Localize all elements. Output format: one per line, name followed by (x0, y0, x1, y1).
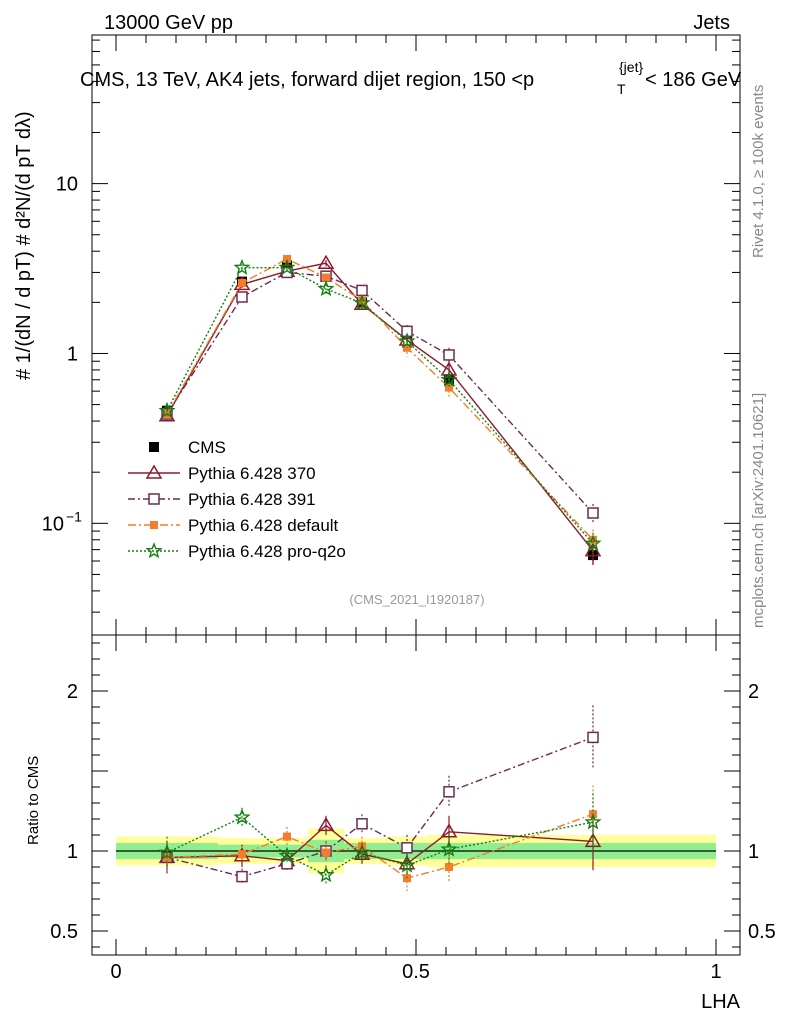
y-tick-label: 1 (67, 343, 78, 365)
y-tick-label: 10 (42, 513, 64, 535)
data-point (353, 294, 371, 311)
ratio-y-tick-label: 0.5 (50, 921, 78, 943)
title-main: CMS, 13 TeV, AK4 jets, forward dijet reg… (80, 69, 534, 91)
series-pythia-6-428-391 (161, 266, 599, 524)
data-point (443, 349, 455, 361)
data-point (440, 370, 458, 387)
x-tick-label: 0.5 (402, 961, 430, 983)
legend-label: Pythia 6.428 pro-q2o (188, 542, 346, 561)
main-y-axis-label: # 1/(dN / d pT) # d²N/(d pT dλ) (13, 111, 35, 380)
x-axis-label: LHA (701, 991, 741, 1013)
legend-item: Pythia 6.428 default (128, 516, 339, 535)
series-line (166, 258, 594, 541)
data-point (353, 843, 371, 860)
ratio-axis-ticks: 0.5 0.5 1 1 2 2 0 0.5 1 (50, 635, 776, 983)
legend-marker (149, 442, 159, 452)
title-sub: T (617, 81, 626, 97)
data-point (322, 273, 330, 282)
ratio-y-tick-label: 1 (67, 841, 78, 863)
data-point (233, 258, 251, 275)
legend-label: CMS (188, 438, 226, 457)
y-tick-label: 10 (56, 174, 78, 196)
ratio-y-axis-label: Ratio to CMS (25, 756, 42, 845)
data-point (278, 846, 296, 864)
y-tick-exponent: −1 (66, 508, 82, 524)
legend-item: Pythia 6.428 370 (128, 464, 316, 483)
data-point (317, 254, 335, 269)
header-left: 13000 GeV pp (104, 12, 233, 34)
data-point (445, 383, 453, 392)
data-point (238, 850, 246, 859)
plot-title: CMS, 13 TeV, AK4 jets, forward dijet reg… (80, 59, 742, 97)
ratio-y-tick-label: 2 (67, 681, 78, 703)
series-line (166, 267, 594, 545)
series-pythia-6-428-pro-q2o (158, 793, 602, 885)
ratio-y-tick-label-right: 0.5 (748, 921, 776, 943)
data-point (440, 361, 458, 376)
rivet-version-text: Rivet 4.1.0, ≥ 100k events (750, 85, 767, 258)
legend-item: Pythia 6.428 pro-q2o (128, 542, 346, 561)
legend-marker (145, 464, 163, 479)
ratio-panel-frame (91, 634, 741, 956)
ratio-y-tick-label-right: 2 (748, 681, 759, 703)
data-point (589, 535, 597, 544)
series-line (166, 813, 594, 879)
title-post: < 186 GeV (645, 69, 742, 91)
data-point (233, 808, 251, 825)
data-point (158, 401, 176, 418)
x-tick-label: 1 (710, 961, 721, 983)
data-point (398, 332, 416, 349)
data-point (445, 863, 453, 871)
legend-item: CMS (149, 438, 226, 457)
ratio-y-tick-label-right: 1 (748, 841, 759, 863)
data-point (401, 842, 413, 854)
data-point (236, 291, 248, 303)
ratio-series-group (158, 705, 602, 891)
legend-marker (145, 542, 163, 559)
title-sup: {jet} (619, 59, 643, 75)
legend-label: Pythia 6.428 391 (188, 490, 316, 509)
legend: CMS Pythia 6.428 370 Pythia 6.428 391 Pythi… (128, 438, 346, 561)
series-line (166, 816, 594, 876)
data-point (317, 816, 335, 832)
data-point (238, 278, 246, 287)
series-line (166, 736, 594, 878)
data-point (398, 856, 416, 873)
data-point (584, 542, 602, 557)
data-point (317, 279, 335, 297)
data-point (584, 813, 602, 830)
legend-label: Pythia 6.428 370 (188, 464, 316, 483)
data-point (356, 818, 368, 830)
data-point (587, 731, 599, 744)
series-pythia-6-428-pro-q2o (158, 258, 602, 557)
data-point (356, 284, 368, 297)
main-series-group (158, 254, 602, 565)
data-point (322, 848, 330, 857)
data-point (584, 534, 602, 551)
data-point (440, 823, 458, 838)
data-point (283, 832, 291, 841)
data-point (440, 840, 458, 857)
x-tick-label: 0 (110, 961, 121, 983)
legend-marker (148, 493, 160, 505)
series-line (166, 262, 594, 552)
data-point (443, 786, 455, 798)
data-point (236, 870, 248, 883)
data-point (281, 266, 293, 279)
legend-marker (150, 521, 158, 529)
data-point (278, 258, 296, 275)
analysis-watermark: (CMS_2021_I1920187) (349, 592, 484, 607)
mcplots-reference-text: mcplots.cern.ch [arXiv:2401.10621] (750, 393, 767, 628)
header-right: Jets (693, 12, 730, 34)
legend-item: Pythia 6.428 391 (128, 490, 316, 509)
data-point (317, 866, 335, 883)
data-point (158, 843, 176, 860)
legend-label: Pythia 6.428 default (188, 516, 339, 535)
data-point (587, 507, 599, 519)
